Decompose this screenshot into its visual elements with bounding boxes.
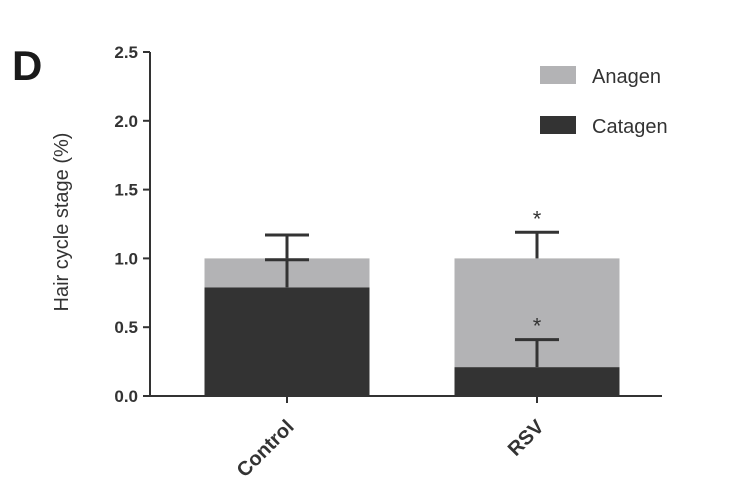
panel-label: D <box>12 42 42 89</box>
x-tick-label: RSV <box>504 416 549 461</box>
significance-marker: * <box>533 314 542 339</box>
y-tick-label: 0.0 <box>114 387 138 406</box>
legend-label-anagen: Anagen <box>592 66 661 88</box>
legend-swatch-catagen <box>540 116 576 134</box>
bar-catagen-control <box>204 287 370 396</box>
legend-swatch-anagen <box>540 66 576 84</box>
bar-catagen-rsv <box>454 367 620 396</box>
y-tick-label: 1.0 <box>114 249 138 268</box>
plot-area: 0.0 0.5 1.0 1.5 2.0 2.5 Control * * RSV <box>114 43 662 482</box>
x-tick-label: Control <box>233 416 299 482</box>
significance-marker: * <box>533 206 542 231</box>
legend-label-catagen: Catagen <box>592 116 668 138</box>
legend: Anagen Catagen <box>540 66 668 138</box>
y-tick-label: 2.5 <box>114 43 138 62</box>
y-tick-label: 1.5 <box>114 181 138 200</box>
y-axis-title: Hair cycle stage (%) <box>51 133 73 312</box>
y-tick-label: 2.0 <box>114 112 138 131</box>
y-tick-label: 0.5 <box>114 318 138 337</box>
